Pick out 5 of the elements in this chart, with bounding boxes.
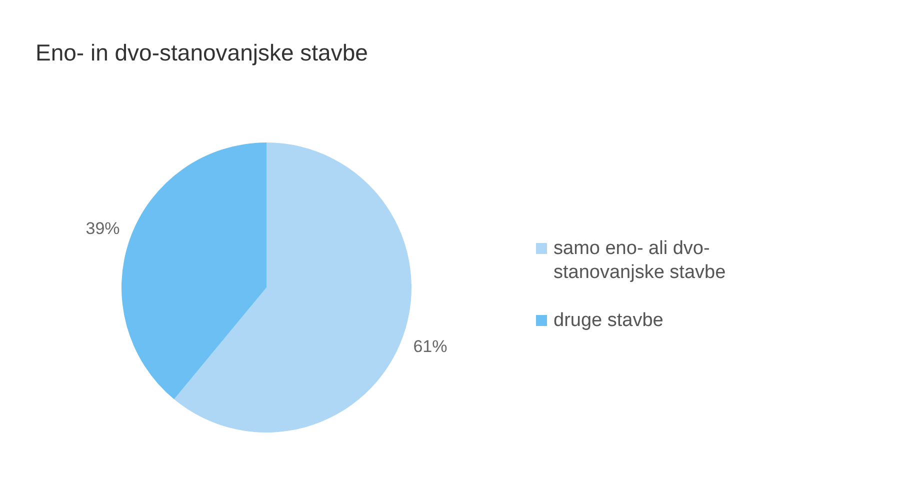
data-label: 39% [86, 219, 120, 238]
legend-label: druge stavbe [554, 310, 664, 331]
legend-label: samo eno- ali dvo-stanovanjske stavbe [554, 238, 726, 283]
chart-title: Eno- in dvo-stanovanjske stavbe [36, 40, 368, 66]
data-label: 61% [413, 336, 448, 356]
